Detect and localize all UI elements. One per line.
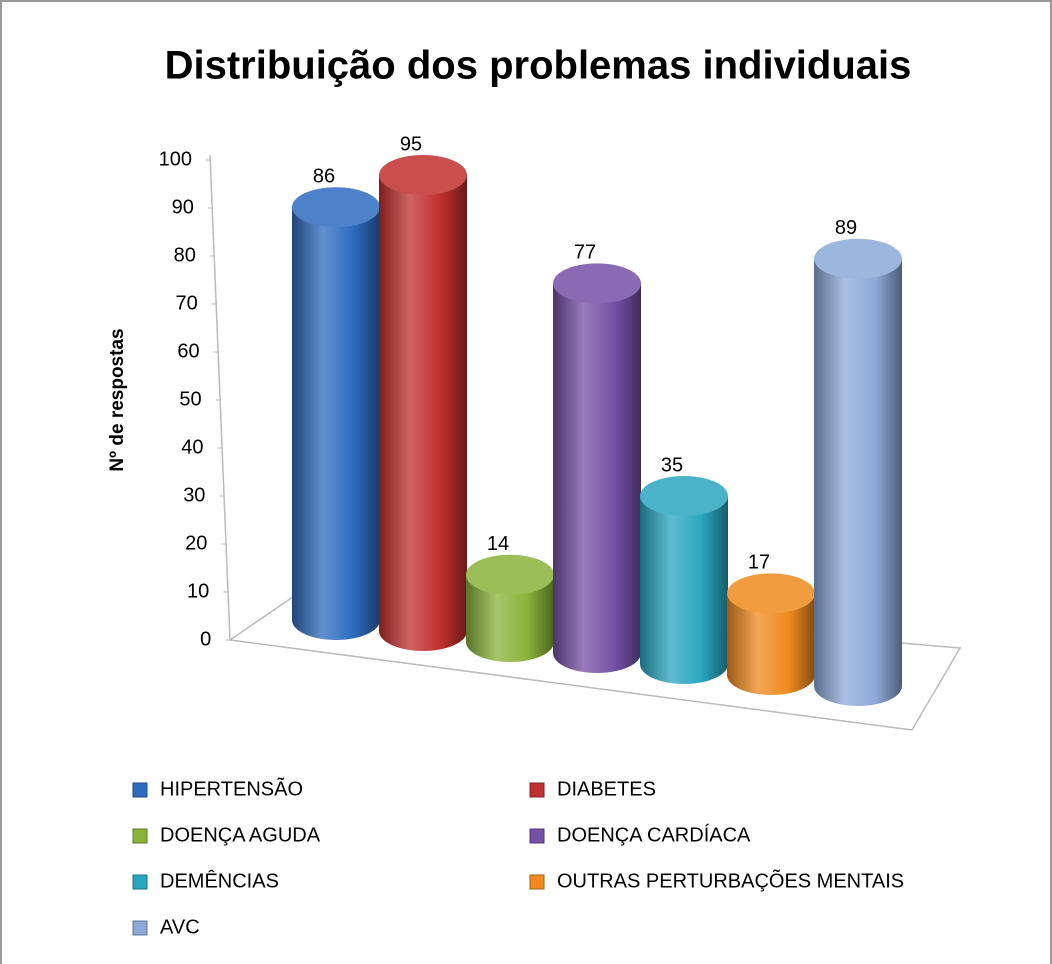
y-tick-label: 40 xyxy=(181,436,203,458)
y-axis-label: Nº de respostas xyxy=(107,328,128,471)
legend-marker xyxy=(132,782,148,798)
data-label: 89 xyxy=(835,217,857,239)
legend-label: OUTRAS PERTURBAÇÕES MENTAIS xyxy=(557,868,904,892)
legend-marker xyxy=(132,874,148,890)
legend-marker xyxy=(529,828,545,844)
y-tick-label: 80 xyxy=(174,244,196,266)
data-label: 86 xyxy=(313,165,335,187)
y-tick-label: 30 xyxy=(183,484,205,506)
y-tick-label: 100 xyxy=(159,148,192,170)
y-tick-label: 50 xyxy=(179,388,201,410)
legend-label: DOENÇA CARDÍACA xyxy=(557,823,751,846)
bar-top xyxy=(553,263,641,304)
legend-marker xyxy=(132,920,148,936)
legend-label: HIPERTENSÃO xyxy=(160,776,303,800)
bar xyxy=(814,258,902,686)
bar xyxy=(640,496,728,664)
bar-top xyxy=(466,554,554,595)
bar-top xyxy=(727,573,815,614)
data-label: 17 xyxy=(748,552,770,574)
floor xyxy=(227,591,962,731)
y-tick-label: 0 xyxy=(200,628,211,650)
legend-marker xyxy=(529,874,545,890)
data-label: 35 xyxy=(661,454,683,476)
y-tick-label: 70 xyxy=(176,292,198,314)
data-label: 77 xyxy=(574,242,596,264)
legend-marker xyxy=(132,828,148,844)
legend-label: AVC xyxy=(160,916,200,938)
legend-label: DEMÊNCIAS xyxy=(160,869,279,892)
bar-top xyxy=(379,155,467,195)
y-tick-label: 90 xyxy=(172,196,194,218)
bar-top xyxy=(292,187,380,228)
y-tick-label: 20 xyxy=(185,532,207,554)
y-tick-label: 10 xyxy=(187,580,209,602)
bar xyxy=(379,175,467,631)
bar xyxy=(553,283,641,653)
data-label: 14 xyxy=(487,533,509,555)
bar xyxy=(292,207,380,620)
chart-title: Distribuição dos problemas individuais xyxy=(165,44,912,88)
legend-label: DIABETES xyxy=(557,778,656,800)
legend-label: DOENÇA AGUDA xyxy=(160,824,321,846)
bar-top xyxy=(640,476,728,516)
legend-marker xyxy=(529,782,545,798)
y-axis-line xyxy=(209,154,231,641)
bar-top xyxy=(814,238,902,279)
y-tick-label: 60 xyxy=(177,340,199,362)
data-label: 95 xyxy=(400,133,422,155)
